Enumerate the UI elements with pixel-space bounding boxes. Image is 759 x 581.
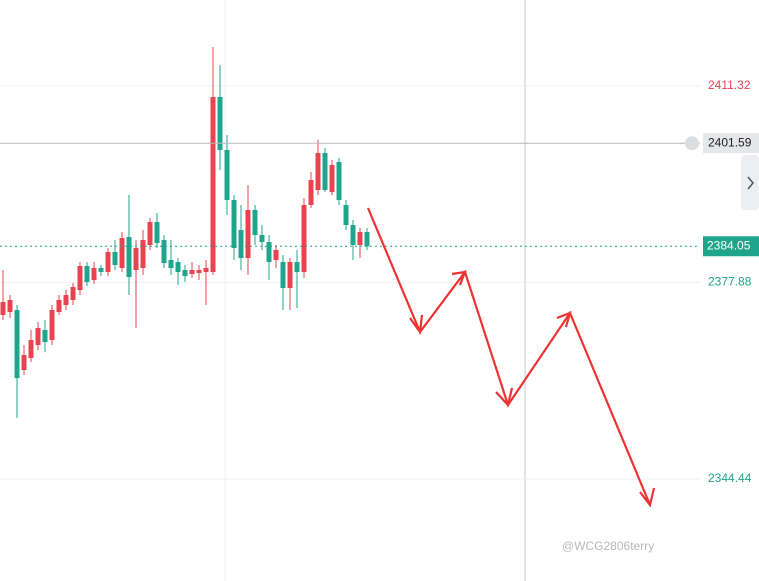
- bell-icon: [685, 136, 699, 151]
- candle-body: [301, 205, 307, 272]
- candle-body: [315, 153, 321, 191]
- candle-body: [0, 302, 6, 316]
- candle-body: [294, 262, 300, 272]
- crosshair-label-bg: [703, 133, 759, 154]
- candle-body: [273, 250, 279, 261]
- candle-body: [42, 330, 48, 343]
- candle-body: [98, 267, 104, 272]
- annotation-arrows: [366, 207, 656, 508]
- candle-body: [105, 252, 111, 272]
- candle-body: [28, 340, 34, 359]
- candle-body: [182, 269, 188, 277]
- candle-body: [147, 221, 153, 246]
- y-tick-label: 2411.32: [708, 78, 751, 92]
- candle-body: [70, 287, 76, 301]
- chevron: [747, 176, 754, 190]
- candle-body: [14, 310, 20, 379]
- candle-body: [238, 230, 244, 259]
- candle-body: [210, 97, 216, 272]
- candle-body: [252, 210, 258, 236]
- candle-body: [21, 355, 27, 370]
- candle-body: [308, 180, 314, 206]
- candle-body: [133, 248, 139, 270]
- candle-body: [84, 265, 90, 283]
- candle-body: [63, 295, 69, 306]
- candle-body: [224, 150, 230, 201]
- candle-body: [245, 210, 251, 259]
- candle-body: [217, 97, 223, 151]
- candle-body: [189, 269, 195, 274]
- candle-body: [357, 232, 363, 246]
- candle-body: [161, 240, 167, 264]
- candle-body: [126, 237, 132, 278]
- candle-body: [168, 260, 174, 268]
- candle-body: [77, 265, 83, 291]
- candle-body: [35, 328, 41, 346]
- candle-body: [154, 221, 160, 244]
- candle-body: [266, 242, 272, 263]
- candle-body: [119, 238, 125, 268]
- candle-body: [91, 267, 97, 281]
- candle-body: [336, 161, 342, 201]
- candle-body: [56, 300, 62, 313]
- side-tab[interactable]: [741, 155, 759, 210]
- candle-body: [287, 262, 293, 289]
- candle-body: [350, 225, 356, 246]
- candle-body: [343, 205, 349, 226]
- trend-path: [366, 207, 652, 506]
- candle-body: [329, 164, 335, 193]
- candle-body: [140, 240, 146, 268]
- candle-body: [231, 200, 237, 249]
- candle-body: [364, 232, 370, 247]
- candle-body: [7, 300, 13, 313]
- crosshair-price-label: 2401.59: [708, 135, 752, 149]
- candle-body: [112, 252, 118, 265]
- candle-body: [196, 269, 202, 273]
- candle-body: [280, 262, 286, 289]
- candle-body: [203, 267, 209, 272]
- last-price-label: 2384.05: [707, 238, 751, 252]
- candle-body: [322, 153, 328, 191]
- plot: [0, 47, 700, 480]
- y-tick-label: 2344.44: [708, 471, 752, 485]
- candle-body: [175, 262, 181, 272]
- watermark: @WCG2806terry: [562, 539, 654, 553]
- y-tick-label: 2377.88: [708, 275, 752, 289]
- candle-body: [49, 310, 55, 341]
- candle-body: [259, 235, 265, 243]
- last-price-bg: [703, 236, 759, 257]
- arrow-heads: [409, 270, 656, 508]
